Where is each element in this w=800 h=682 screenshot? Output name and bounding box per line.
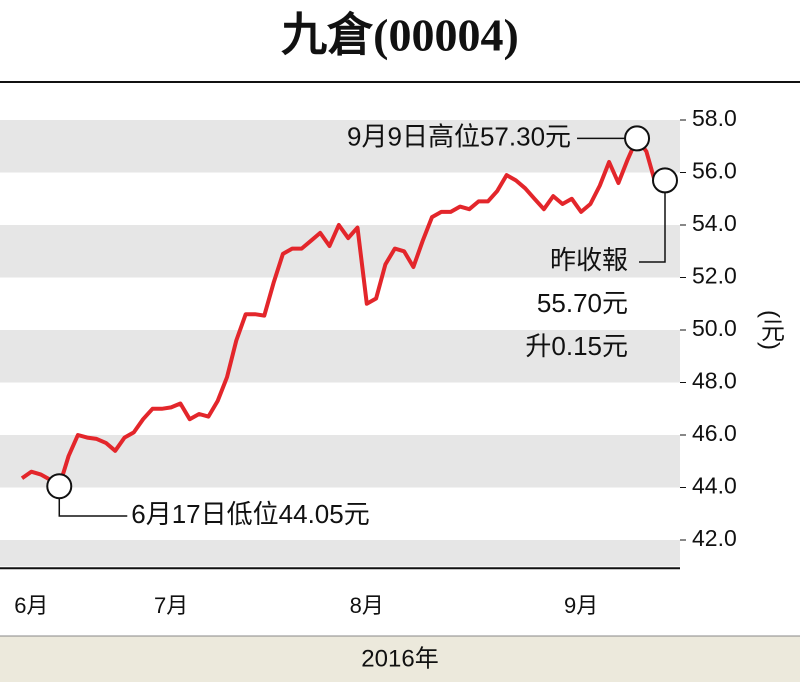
y-tick-label: 46.0 [692, 420, 737, 446]
annotation: 昨收報 [550, 245, 628, 275]
y-tick-label: 58.0 [692, 105, 737, 131]
grid-band [0, 120, 680, 173]
x-tick-label: 6月 [14, 593, 48, 618]
annotation: 升0.15元 [525, 331, 628, 361]
leader-line [58, 498, 128, 517]
grid-band [0, 435, 680, 488]
y-tick-label: 42.0 [692, 525, 737, 551]
y-tick-label: 52.0 [692, 263, 737, 289]
x-tick-label: 9月 [564, 593, 598, 618]
annotation: 6月17日低位44.05元 [131, 499, 369, 529]
y-tick-label: 56.0 [692, 158, 737, 184]
grid-band [0, 540, 680, 567]
grid-band [0, 330, 680, 383]
x-axis-label: 2016年 [361, 645, 438, 672]
annotation: 55.70元 [537, 288, 628, 318]
footer-band [0, 636, 800, 682]
annotation: 9月9日高位57.30元 [347, 121, 571, 151]
marker-circle [46, 473, 73, 500]
unit-label: (元) [757, 310, 784, 350]
y-tick-label: 50.0 [692, 315, 737, 341]
marker-circle [652, 167, 678, 194]
y-tick-label: 44.0 [692, 473, 737, 499]
chart-title: 九倉(00004) [281, 10, 519, 61]
x-tick-label: 7月 [154, 593, 188, 618]
y-tick-label: 54.0 [692, 210, 737, 236]
y-tick-label: 48.0 [692, 368, 737, 394]
price-line [20, 136, 666, 489]
marker-circle [624, 125, 651, 152]
leader-line [639, 192, 666, 263]
grid-band [0, 225, 680, 278]
x-tick-label: 8月 [350, 593, 384, 618]
